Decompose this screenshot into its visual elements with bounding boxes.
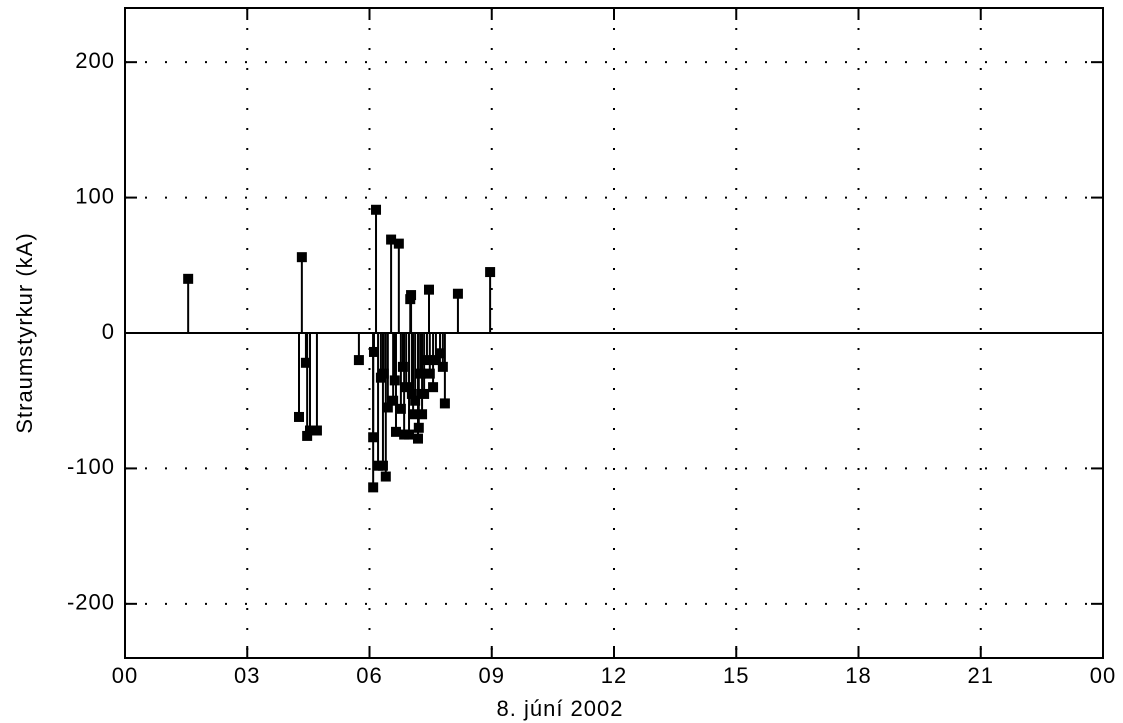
marker [300,357,311,368]
marker [423,284,434,295]
marker [434,348,445,359]
marker [388,395,399,406]
x-tick-label: 18 [845,663,871,688]
marker [406,290,417,301]
marker [368,482,379,493]
marker [424,368,435,379]
marker [419,388,430,399]
marker [294,411,305,422]
marker [415,368,426,379]
marker [421,355,432,366]
x-tick-label: 00 [112,663,138,688]
marker [437,361,448,372]
marker [389,375,400,386]
y-tick-label: 200 [75,48,115,73]
marker [439,398,450,409]
marker [311,425,322,436]
marker [377,460,388,471]
x-axis-label: 8. júní 2002 [497,696,624,721]
marker [417,409,428,420]
marker [380,471,391,482]
marker [401,382,412,393]
marker [430,355,441,366]
y-axis-label: Straumstyrkur (kA) [12,232,37,433]
marker [382,402,393,413]
marker [410,395,421,406]
marker [397,361,408,372]
marker [183,273,194,284]
marker [452,288,463,299]
marker [386,234,397,245]
x-tick-label: 06 [356,663,382,688]
marker [428,382,439,393]
marker [412,433,423,444]
x-tick-label: 12 [601,663,627,688]
y-tick-label: 100 [75,183,115,208]
marker [395,403,406,414]
marker [378,368,389,379]
marker [368,346,379,357]
marker [302,430,313,441]
marker [413,422,424,433]
marker [353,355,364,366]
y-tick-label: -200 [67,590,115,615]
marker [296,252,307,263]
x-tick-label: 21 [968,663,994,688]
marker [390,426,401,437]
marker [406,388,417,399]
y-tick-label: 0 [102,319,115,344]
x-tick-label: 03 [234,663,260,688]
x-tick-label: 00 [1090,663,1116,688]
marker [408,409,419,420]
y-tick-label: -100 [67,454,115,479]
marker [371,204,382,215]
marker [305,425,316,436]
x-tick-label: 09 [479,663,505,688]
marker [393,238,404,249]
marker [404,429,415,440]
x-tick-label: 15 [723,663,749,688]
marker [485,267,496,278]
